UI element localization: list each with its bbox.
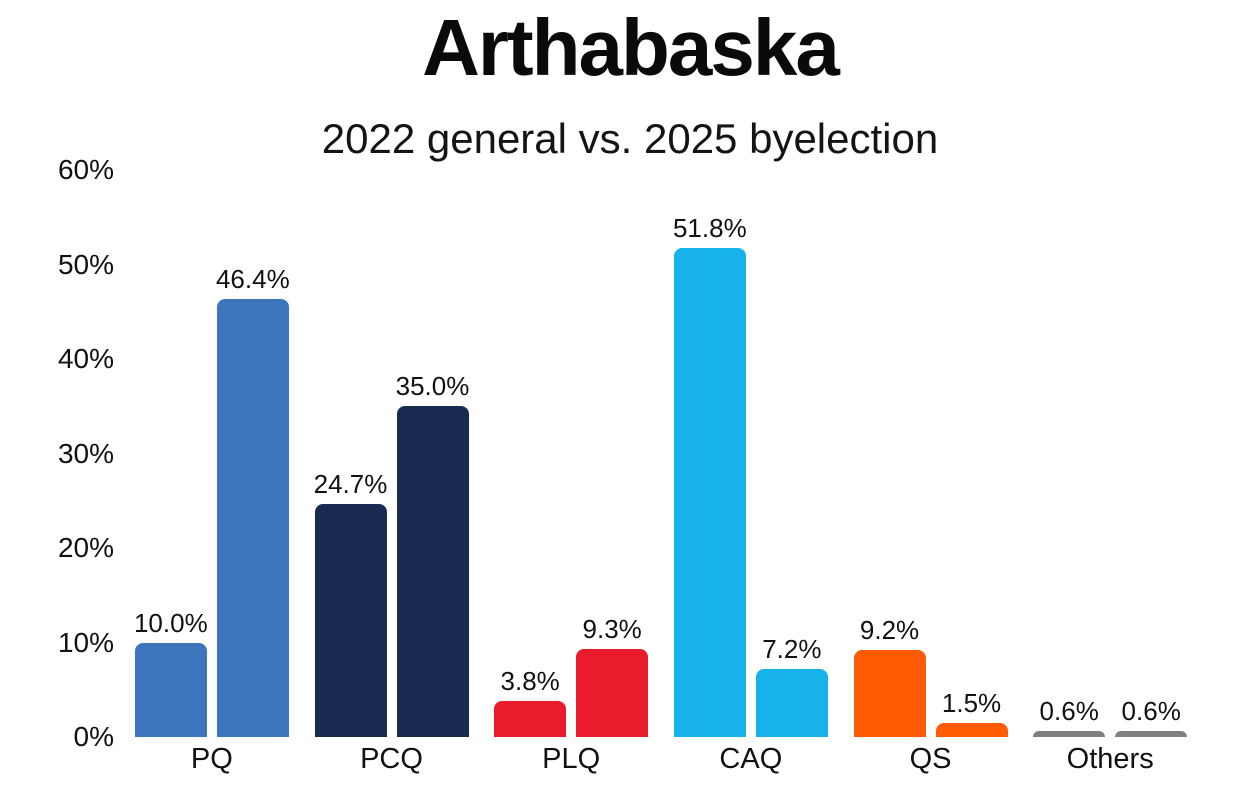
bar-slot: 9.2% xyxy=(853,170,926,737)
bar-others-2022 xyxy=(1033,731,1106,737)
bar-slot: 24.7% xyxy=(313,170,388,737)
bar-slot: 9.3% xyxy=(576,170,649,737)
plot-area: 10.0% 46.4% PQ 24.7% 35.0% PCQ 3.8% 9.3% PLQ 51.8… xyxy=(122,170,1200,774)
chart-subtitle: 2022 general vs. 2025 byelection xyxy=(321,115,939,162)
bar-value-label: 3.8% xyxy=(500,666,560,697)
bar-plq-2025 xyxy=(576,649,649,737)
bar-pair: 24.7% 35.0% xyxy=(313,170,470,737)
bar-slot: 0.6% xyxy=(1115,170,1188,737)
bar-group-pq: 10.0% 46.4% PQ xyxy=(122,170,302,774)
y-axis: 0% 10% 20% 30% 40% 50% 60% xyxy=(0,156,122,751)
bar-pair: 10.0% 46.4% xyxy=(133,170,290,737)
x-axis-label: CAQ xyxy=(719,743,783,775)
bar-caq-2022 xyxy=(673,247,746,737)
bar-pq-2025 xyxy=(216,298,289,737)
bar-slot: 0.6% xyxy=(1033,170,1106,737)
y-tick-label: 20% xyxy=(57,532,114,563)
bar-slot: 3.8% xyxy=(494,170,567,737)
bar-slot: 10.0% xyxy=(133,170,208,737)
bar-plq-2022 xyxy=(494,701,567,737)
bar-group-pcq: 24.7% 35.0% PCQ xyxy=(302,170,482,773)
bar-pcq-2022 xyxy=(314,503,387,737)
bar-pair: 51.8% 7.2% xyxy=(672,170,828,737)
x-axis-label: Others xyxy=(1066,743,1154,775)
bar-slot: 35.0% xyxy=(395,170,470,737)
x-axis-label: PQ xyxy=(190,743,233,775)
bar-group-qs: 9.2% 1.5% QS xyxy=(841,170,1021,774)
chart-title: Arthabaska xyxy=(422,3,840,92)
bar-value-label: 7.2% xyxy=(762,633,822,664)
bar-caq-2025 xyxy=(755,668,828,737)
bar-value-label: 0.6% xyxy=(1039,696,1099,727)
bar-slot: 7.2% xyxy=(755,170,828,737)
bar-value-label: 35.0% xyxy=(395,371,470,402)
bar-pair: 0.6% 0.6% xyxy=(1033,170,1188,737)
bar-slot: 1.5% xyxy=(935,170,1008,737)
x-axis-label: PLQ xyxy=(542,743,601,775)
bar-slot: 46.4% xyxy=(215,170,290,737)
x-axis-label: PCQ xyxy=(360,743,423,775)
y-tick-label: 60% xyxy=(57,154,114,185)
bar-group-caq: 51.8% 7.2% CAQ xyxy=(661,170,841,774)
bar-pair: 9.2% 1.5% xyxy=(853,170,1008,737)
bar-slot: 51.8% xyxy=(672,170,747,737)
bar-qs-2022 xyxy=(853,650,926,737)
bar-others-2025 xyxy=(1115,731,1188,737)
bar-qs-2025 xyxy=(935,722,1008,737)
y-tick-label: 30% xyxy=(57,437,114,469)
bar-value-label: 24.7% xyxy=(313,468,388,499)
bar-pair: 3.8% 9.3% xyxy=(494,170,649,737)
y-tick-label: 0% xyxy=(73,721,114,752)
bar-chart: 0% 10% 20% 30% 40% 50% 60% 10.0% 46.4% PQ 24.7% 35… xyxy=(0,156,1260,800)
bar-value-label: 9.3% xyxy=(582,614,642,645)
y-tick-label: 50% xyxy=(57,248,114,280)
bar-value-label: 10.0% xyxy=(133,607,208,638)
bar-value-label: 51.8% xyxy=(672,212,747,243)
y-tick-label: 40% xyxy=(57,343,114,374)
bar-pcq-2025 xyxy=(396,406,469,737)
bar-value-label: 0.6% xyxy=(1121,696,1181,727)
bar-group-plq: 3.8% 9.3% PLQ xyxy=(481,170,661,774)
bar-value-label: 46.4% xyxy=(215,263,290,294)
x-axis-label: QS xyxy=(909,743,952,775)
bar-value-label: 9.2% xyxy=(859,615,920,646)
y-tick-label: 10% xyxy=(57,626,114,658)
bar-pq-2022 xyxy=(134,642,207,737)
bar-group-others: 0.6% 0.6% Others xyxy=(1020,170,1200,774)
bar-value-label: 1.5% xyxy=(941,687,1002,718)
